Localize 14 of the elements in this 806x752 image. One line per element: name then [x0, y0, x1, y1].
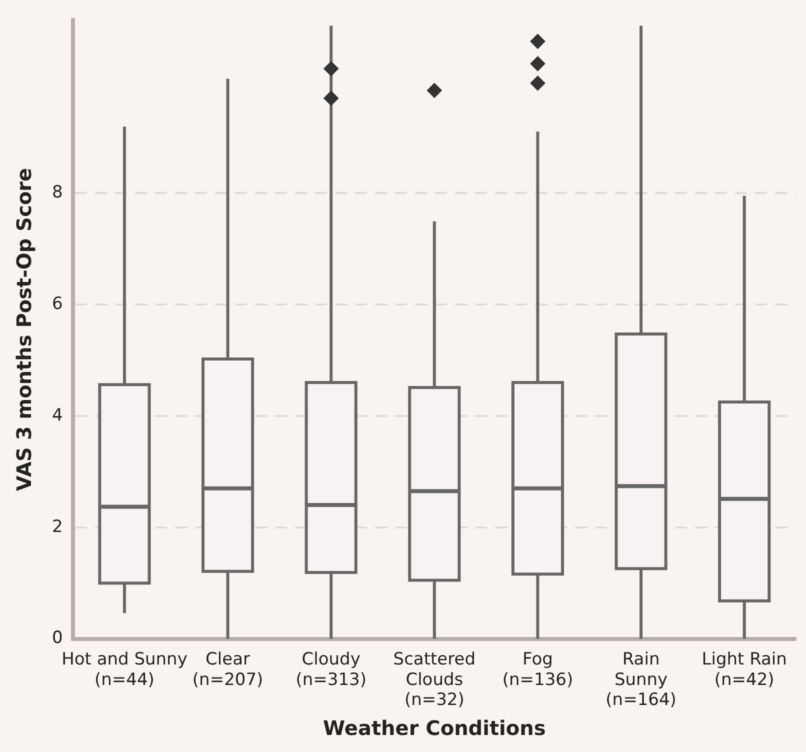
x-tick-label: Light Rain (n=42) — [702, 649, 787, 690]
x-tick-label: Clear (n=207) — [192, 649, 264, 690]
x-tick-label: Rain Sunny (n=164) — [606, 649, 676, 710]
y-axis-title: VAS 3 months Post-Op Score — [12, 168, 36, 492]
y-tick-label: 0 — [52, 628, 63, 648]
x-tick-label: Hot and Sunny (n=44) — [62, 649, 188, 690]
y-tick-label: 4 — [52, 405, 63, 426]
x-tick-label: Cloudy (n=313) — [296, 649, 366, 690]
x-tick-label: Fog (n=136) — [502, 649, 574, 690]
y-tick-label: 2 — [52, 516, 63, 537]
y-tick-label: 8 — [52, 182, 63, 202]
x-tick-label: Scattered Clouds (n=32) — [393, 649, 476, 710]
x-axis-title: Weather Conditions — [323, 716, 546, 740]
y-tick-label: 6 — [52, 294, 63, 314]
